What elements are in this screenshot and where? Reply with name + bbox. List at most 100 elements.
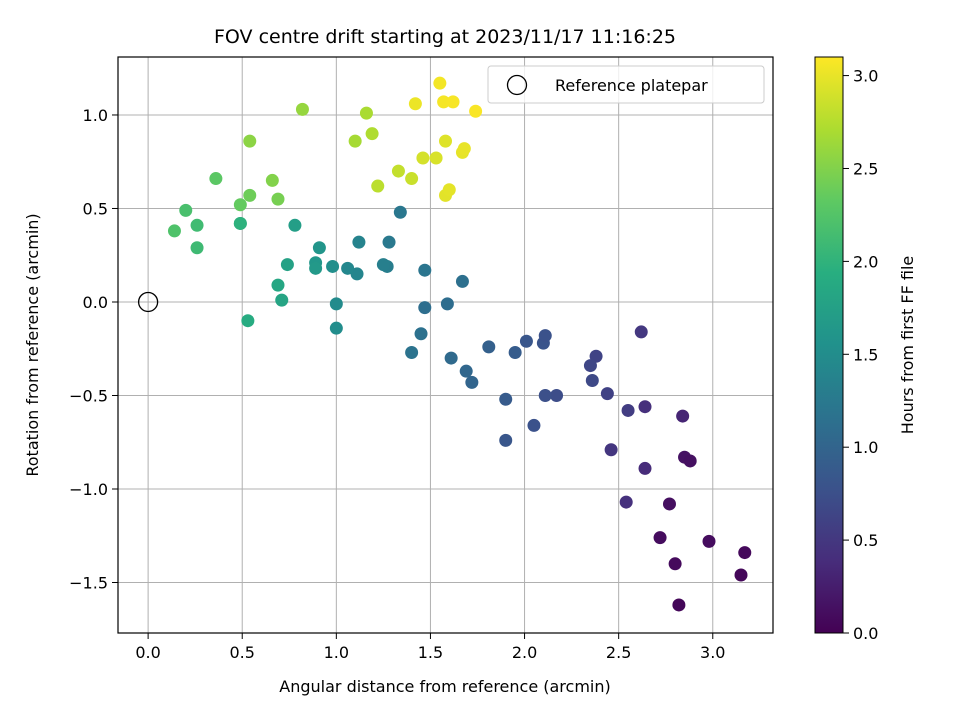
scatter-point [348, 134, 362, 148]
colorbar: 0.0 0.5 1.0 1.5 2.0 2.5 3.0 Hours from first F… [814, 56, 917, 643]
scatter-point [676, 409, 690, 423]
scatter-point [519, 334, 533, 348]
scatter-point [459, 364, 473, 378]
scatter-point [589, 349, 603, 363]
scatter-point [341, 261, 355, 275]
scatter-point [702, 534, 716, 548]
scatter-point [446, 95, 460, 109]
scatter-point [429, 151, 443, 165]
scatter-point [734, 568, 748, 582]
scatter-point [391, 164, 405, 178]
scatter-point [469, 104, 483, 118]
y-tick-label: −1.5 [69, 574, 108, 593]
scatter-point [312, 241, 326, 255]
scatter-point [457, 142, 471, 156]
scatter-point [295, 102, 309, 116]
scatter-point [241, 314, 255, 328]
scatter-point [585, 374, 599, 388]
scatter-point [329, 297, 343, 311]
colorbar-ticks: 0.0 0.5 1.0 1.5 2.0 2.5 3.0 [843, 67, 878, 643]
scatter-point [405, 345, 419, 359]
y-tick-label: 1.0 [83, 106, 108, 125]
scatter-point [482, 340, 496, 354]
y-tick-label: 0.5 [83, 199, 108, 218]
scatter-point [265, 173, 279, 187]
scatter-point [190, 241, 204, 255]
colorbar-label: Hours from first FF file [898, 256, 917, 435]
scatter-point [638, 461, 652, 475]
y-axis-label: Rotation from reference (arcmin) [23, 213, 42, 476]
scatter-point [167, 224, 181, 238]
reference-marker-layer [137, 291, 159, 313]
scatter-point [418, 301, 432, 315]
colorbar-tick-label: 3.0 [853, 67, 878, 86]
chart-title: FOV centre drift starting at 2023/11/17 … [214, 26, 676, 48]
scatter-point [233, 216, 247, 230]
scatter-point [209, 172, 223, 186]
legend-entry-reference-platepar: Reference platepar [555, 76, 708, 95]
reference-platepar-marker [137, 291, 159, 313]
x-tick-label: 0.5 [229, 643, 254, 662]
scatter-point [538, 329, 552, 343]
scatter-point [365, 127, 379, 141]
scatter-point [352, 235, 366, 249]
scatter-point [350, 267, 364, 281]
x-tick-label: 2.5 [606, 643, 631, 662]
scatter-point [455, 274, 469, 288]
scatter-point [243, 134, 257, 148]
scatter-point [683, 454, 697, 468]
scatter-point [527, 418, 541, 432]
colorbar-tick-label: 0.0 [853, 624, 878, 643]
colorbar-tick-label: 1.5 [853, 345, 878, 364]
scatter-point [621, 403, 635, 417]
scatter-point [433, 76, 447, 90]
scatter-point [619, 495, 633, 509]
x-axis: 0.0 0.5 1.0 1.5 2.0 2.5 3.0 [135, 633, 725, 662]
y-tick-label: −0.5 [69, 386, 108, 405]
data-points [167, 76, 752, 612]
x-tick-label: 1.0 [324, 643, 349, 662]
x-tick-label: 3.0 [700, 643, 725, 662]
colorbar-tick-label: 1.0 [853, 438, 878, 457]
legend-box [487, 65, 765, 104]
colorbar-gradient [814, 56, 844, 634]
scatter-point [550, 388, 564, 402]
legend: Reference platepar [487, 65, 765, 104]
plot-frame [117, 56, 774, 634]
scatter-point [271, 192, 285, 206]
scatter-point [662, 497, 676, 511]
scatter-point [416, 151, 430, 165]
scatter-point [604, 443, 618, 457]
scatter-point [634, 325, 648, 339]
scatter-point [179, 203, 193, 217]
scatter-point [190, 218, 204, 232]
scatter-point [418, 263, 432, 277]
scatter-point [465, 375, 479, 389]
scatter-point [414, 327, 428, 341]
scatter-point [499, 433, 513, 447]
x-tick-label: 0.0 [135, 643, 160, 662]
scatter-point [668, 557, 682, 571]
scatter-point [442, 183, 456, 197]
scatter-point [275, 293, 289, 307]
scatter-point [271, 278, 285, 292]
scatter-point [508, 345, 522, 359]
scatter-point [280, 258, 294, 272]
y-axis: −1.5 −1.0 −0.5 0.0 0.5 1.0 [69, 106, 118, 593]
x-tick-label: 1.5 [418, 643, 443, 662]
scatter-point [408, 97, 422, 111]
scatter-point [393, 205, 407, 219]
scatter-point [439, 134, 452, 148]
scatter-point [382, 235, 396, 249]
scatter-point [440, 297, 454, 311]
scatter-point [444, 351, 458, 365]
y-tick-label: −1.0 [69, 480, 108, 499]
scatter-point [738, 546, 752, 560]
x-tick-label: 2.0 [512, 643, 537, 662]
scatter-point [405, 172, 419, 186]
scatter-point [359, 106, 373, 120]
scatter-point [371, 179, 385, 193]
scatter-point [233, 198, 247, 212]
